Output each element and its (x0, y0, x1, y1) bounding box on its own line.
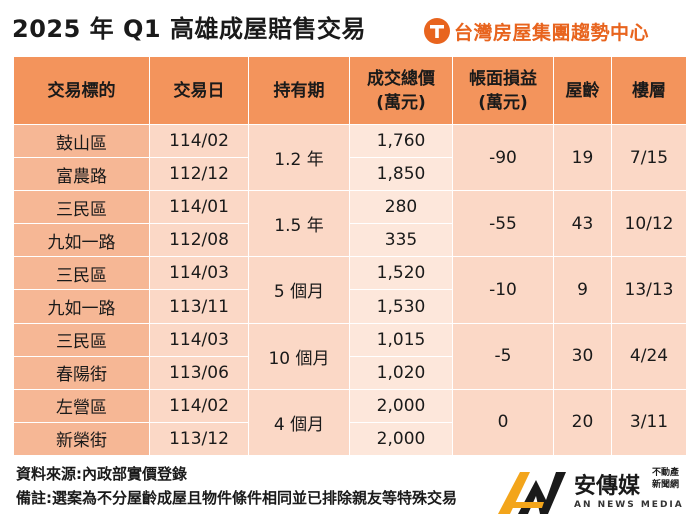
cell-sell-date: 114/03 (149, 322, 249, 357)
transaction-table: 交易標的 交易日 持有期 成交總價 (萬元) 帳面損益 (萬元) 屋齡 樓層 鼓山區… (13, 56, 687, 457)
cell-street: 新榮街 (13, 421, 150, 457)
header-age: 屋齡 (553, 56, 612, 125)
cell-holding: 1.5 年 (248, 190, 350, 258)
cell-age: 9 (553, 256, 612, 324)
cell-sell-date: 114/02 (149, 388, 249, 423)
cell-district: 鼓山區 (13, 123, 150, 159)
cell-buy-date: 112/08 (149, 223, 249, 258)
cell-profit: -55 (452, 190, 554, 258)
cell-district: 左營區 (13, 388, 150, 423)
cell-profit: -10 (452, 256, 554, 324)
cell-holding: 10 個月 (248, 322, 350, 390)
cell-sell-price: 2,000 (349, 388, 453, 423)
cell-floor: 7/15 (611, 123, 687, 192)
cell-buy-price: 1,530 (349, 289, 453, 324)
header-price: 成交總價 (萬元) (349, 56, 453, 125)
brand-logo: 台灣房屋集團趨勢中心 (424, 16, 649, 46)
table-row: 三民區 114/01 1.5 年 280 -55 43 10/12 (13, 190, 687, 258)
cell-buy-date: 113/06 (149, 355, 249, 390)
cell-holding: 5 個月 (248, 256, 350, 324)
cell-profit: -90 (452, 123, 554, 192)
cell-age: 19 (553, 123, 612, 192)
media-name: 安傳媒 (574, 474, 641, 499)
cell-sell-price: 1,520 (349, 256, 453, 291)
an-news-media-logo: 安傳媒 不動產 新聞網 AN NEWS MEDIA (494, 466, 688, 518)
table-header-row: 交易標的 交易日 持有期 成交總價 (萬元) 帳面損益 (萬元) 屋齡 樓層 (13, 56, 687, 125)
table-row: 鼓山區 114/02 1.2 年 1,760 -90 19 7/15 (13, 123, 687, 192)
table-row: 三民區 114/03 5 個月 1,520 -10 9 13/13 (13, 256, 687, 324)
cell-holding: 1.2 年 (248, 123, 350, 192)
cell-buy-date: 113/11 (149, 289, 249, 324)
media-sub1: 不動產 (652, 468, 680, 478)
footnote: 備註:選案為不分屋齡成屋且物件條件相同並已排除親友等特殊交易 (16, 489, 458, 507)
table-row: 九如一路 113/11 1,530 (13, 289, 687, 324)
cell-street: 九如一路 (13, 289, 150, 324)
header-date: 交易日 (149, 56, 249, 125)
cell-district: 三民區 (13, 322, 150, 357)
cell-holding: 4 個月 (248, 388, 350, 457)
cell-buy-price: 335 (349, 223, 453, 258)
media-en: AN NEWS MEDIA (574, 500, 684, 510)
brand-name: 台灣房屋集團趨勢中心 (454, 21, 650, 44)
cell-floor: 13/13 (611, 256, 687, 324)
table-row: 富農路 112/12 1,850 (13, 157, 687, 192)
cell-street: 九如一路 (13, 223, 150, 258)
header-floor: 樓層 (611, 56, 687, 125)
data-source: 資料來源:內政部實價登錄 (16, 465, 187, 483)
cell-street: 富農路 (13, 157, 150, 192)
cell-sell-price: 1,760 (349, 123, 453, 159)
an-logo-icon (498, 472, 566, 514)
cell-age: 43 (553, 190, 612, 258)
cell-sell-date: 114/01 (149, 190, 249, 225)
cell-district: 三民區 (13, 256, 150, 291)
page-title: 2025 年 Q1 高雄成屋賠售交易 (12, 15, 366, 43)
header-target: 交易標的 (13, 56, 150, 125)
header-holding: 持有期 (248, 56, 350, 125)
cell-buy-date: 113/12 (149, 421, 249, 457)
cell-sell-price: 1,015 (349, 322, 453, 357)
table-row: 春陽街 113/06 1,020 (13, 355, 687, 390)
cell-floor: 3/11 (611, 388, 687, 457)
cell-profit: 0 (452, 388, 554, 457)
media-sub2: 新聞網 (652, 480, 680, 490)
header-profit: 帳面損益 (萬元) (452, 56, 554, 125)
house-t-icon (424, 18, 450, 44)
cell-age: 20 (553, 388, 612, 457)
cell-street: 春陽街 (13, 355, 150, 390)
cell-buy-price: 2,000 (349, 421, 453, 457)
table-row: 三民區 114/03 10 個月 1,015 -5 30 4/24 (13, 322, 687, 390)
table-row: 新榮街 113/12 2,000 (13, 421, 687, 457)
cell-age: 30 (553, 322, 612, 390)
cell-sell-date: 114/03 (149, 256, 249, 291)
table-row: 左營區 114/02 4 個月 2,000 0 20 3/11 (13, 388, 687, 457)
cell-buy-price: 1,020 (349, 355, 453, 390)
cell-district: 三民區 (13, 190, 150, 225)
cell-floor: 10/12 (611, 190, 687, 258)
cell-sell-date: 114/02 (149, 123, 249, 159)
cell-sell-price: 280 (349, 190, 453, 225)
cell-buy-price: 1,850 (349, 157, 453, 192)
table-row: 九如一路 112/08 335 (13, 223, 687, 258)
cell-buy-date: 112/12 (149, 157, 249, 192)
cell-floor: 4/24 (611, 322, 687, 390)
cell-profit: -5 (452, 322, 554, 390)
